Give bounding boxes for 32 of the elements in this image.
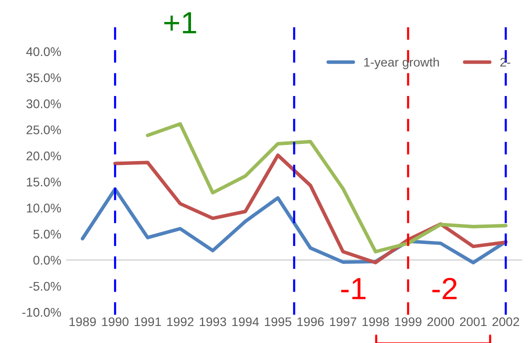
x-tick-label: 1994 — [232, 317, 259, 326]
x-tick-label: 2002 — [492, 317, 520, 326]
x-tick-label: 1992 — [167, 317, 194, 326]
y-tick-label: 5.0% — [33, 230, 61, 239]
x-tick-label: 1989 — [70, 317, 96, 326]
x-tick-label: 1999 — [395, 317, 422, 326]
x-tick-label: 1993 — [200, 317, 226, 326]
y-tick-label: 25.0% — [26, 125, 61, 134]
x-tick-label: 1996 — [297, 317, 324, 326]
y-tick-label: 15.0% — [26, 178, 61, 186]
y-tick-label: -10.0% — [22, 308, 61, 317]
y-tick-label: -5.0% — [29, 282, 61, 291]
y-tick-label: 0.0% — [33, 256, 61, 265]
y-tick-label: 30.0% — [26, 99, 61, 108]
text: +1 — [164, 12, 196, 34]
y-tick-label: 35.0% — [26, 73, 61, 82]
legend-label: 2- — [500, 58, 510, 67]
legend-label: 1-year growth — [364, 57, 439, 70]
x-tick-label: 2000 — [427, 317, 454, 326]
y-tick-label: 20.0% — [26, 152, 61, 160]
x-tick-label: 1997 — [330, 317, 356, 326]
line-series — [146, 122, 508, 254]
y-tick-label: 10.0% — [26, 204, 61, 213]
x-tick-label: 1995 — [264, 317, 292, 326]
x-tick-label: 1990 — [102, 317, 128, 326]
x-tick-label: 1998 — [362, 317, 389, 326]
annotation: -2 — [432, 278, 457, 300]
y-tick-label: 40.0% — [26, 47, 61, 56]
x-tick-label: 2001 — [460, 317, 487, 326]
x-tick-label: 1991 — [134, 317, 161, 326]
annotation: -1 — [341, 278, 366, 300]
line-series — [113, 153, 508, 264]
